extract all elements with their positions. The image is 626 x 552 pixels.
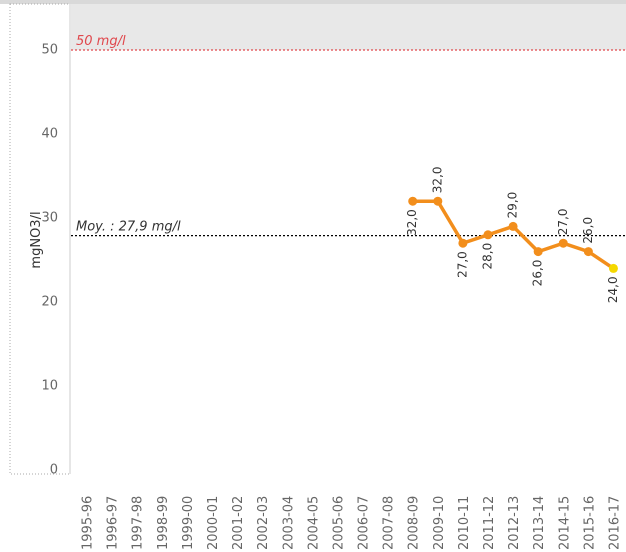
data-point <box>583 247 593 257</box>
value-label: 28,0 <box>481 243 495 270</box>
value-label: 26,0 <box>581 217 595 244</box>
value-label: 29,0 <box>506 192 520 219</box>
data-point <box>433 196 443 206</box>
x-tick-label: 2016-17 <box>607 496 622 550</box>
y-tick-label: 30 <box>41 211 58 226</box>
x-tick-label: 1997-98 <box>131 496 146 550</box>
x-tick-label: 2006-07 <box>357 496 372 550</box>
header-strip <box>0 0 626 4</box>
x-tick-label: 2013-14 <box>532 496 547 550</box>
data-point <box>558 238 568 248</box>
data-point <box>533 247 543 257</box>
y-tick-label: 10 <box>41 379 58 394</box>
y-tick-label: 20 <box>41 295 58 310</box>
x-tick-label: 2007-08 <box>382 496 397 550</box>
value-label: 32,0 <box>430 166 444 193</box>
data-point <box>408 196 418 206</box>
x-tick-label: 1995-96 <box>81 496 96 550</box>
x-tick-label: 2000-01 <box>206 496 221 550</box>
data-point <box>458 238 468 248</box>
data-point <box>483 230 493 240</box>
data-point <box>608 263 618 273</box>
y-axis-label: mgNO3/l <box>29 211 44 268</box>
limit-band <box>71 4 626 50</box>
x-tick-label: 2001-02 <box>231 496 246 550</box>
x-tick-label: 2010-11 <box>457 496 472 550</box>
x-tick-label: 2011-12 <box>482 496 497 550</box>
x-tick-label: 2008-09 <box>407 496 422 550</box>
x-tick-label: 2003-04 <box>281 496 296 550</box>
x-tick-label: 2005-06 <box>331 496 346 550</box>
value-label: 26,0 <box>531 260 545 287</box>
x-tick-label: 2009-10 <box>432 496 447 550</box>
x-tick-label: 1999-00 <box>181 496 196 550</box>
y-tick-label: 50 <box>41 43 58 58</box>
x-tick-label: 1996-97 <box>106 496 121 550</box>
value-label: 24,0 <box>606 276 620 303</box>
value-label: 27,0 <box>455 251 469 278</box>
x-tick-label: 2012-13 <box>507 496 522 550</box>
x-tick-label: 2002-03 <box>256 496 271 550</box>
x-tick-label: 2014-15 <box>557 496 572 550</box>
reference-label: Moy. : 27,9 mg/l <box>76 220 181 235</box>
data-point <box>508 221 518 231</box>
reference-label: 50 mg/l <box>76 34 126 49</box>
y-tick-label: 0 <box>50 463 58 478</box>
value-label: 32,0 <box>405 209 419 236</box>
x-tick-label: 2015-16 <box>582 496 597 550</box>
x-tick-label: 1998-99 <box>156 496 171 550</box>
y-tick-label: 40 <box>41 127 58 142</box>
x-tick-label: 2004-05 <box>306 496 321 550</box>
value-label: 27,0 <box>556 208 570 235</box>
